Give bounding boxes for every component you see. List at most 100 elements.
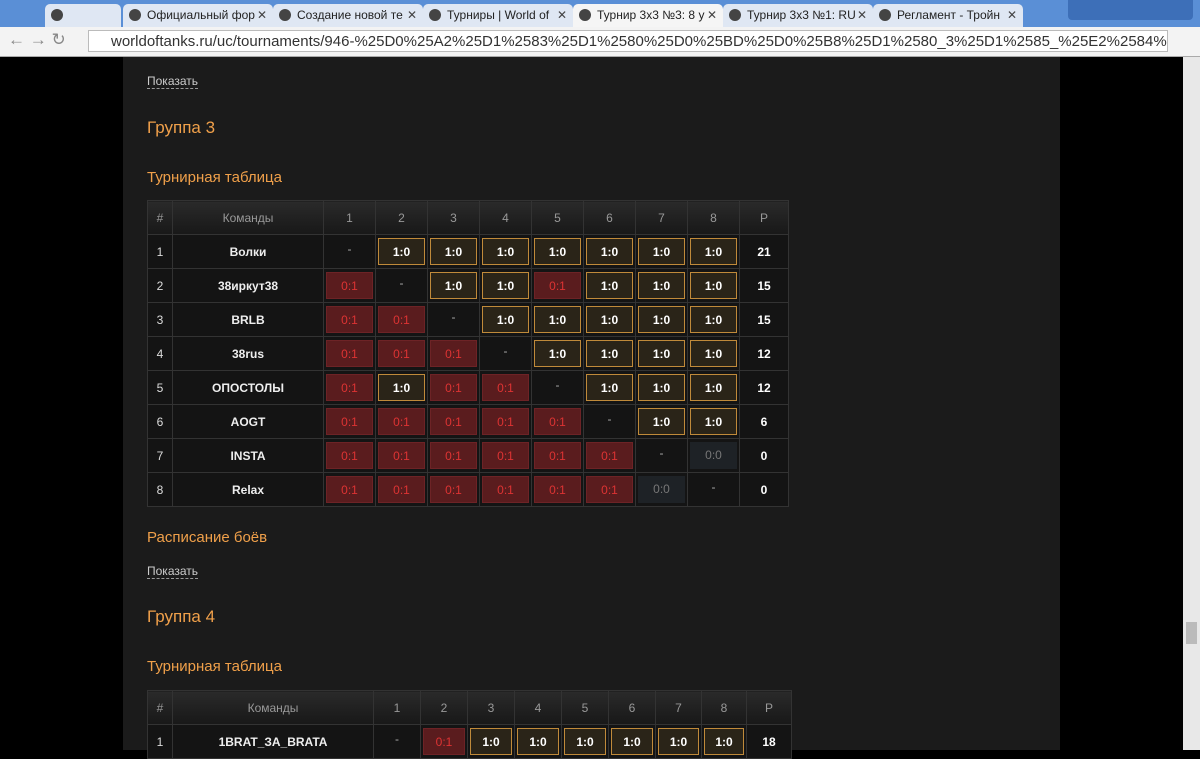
result: 0:1 — [326, 306, 373, 333]
result: 0:1 — [326, 408, 373, 435]
result: 1:0 — [470, 728, 512, 755]
points: 12 — [739, 336, 789, 371]
result-cell: 1:0 — [531, 336, 584, 371]
result-cell: 0:1 — [323, 370, 376, 405]
result-cell: 1:0 — [655, 724, 702, 759]
result: 1:0 — [430, 272, 477, 299]
url-field[interactable]: worldoftanks.ru/uc/tournaments/946-%25D0… — [88, 30, 1168, 52]
schedule-link[interactable]: Показать — [147, 564, 199, 579]
result: 0:1 — [326, 442, 373, 469]
tab-title: Турниры | World of — [447, 8, 550, 22]
tab-close: ✕ — [256, 8, 267, 22]
result-cell: 0:1 — [479, 472, 532, 507]
result: 0:1 — [326, 476, 373, 503]
tab-close: ✕ — [406, 8, 417, 22]
tab-title: Турнир 3х3 №3: 8 у — [597, 8, 705, 22]
tab[interactable]: Официальный фор ✕ — [123, 4, 273, 27]
window-controls[interactable] — [1068, 0, 1193, 20]
result-cell: - — [583, 404, 636, 439]
result-cell: 0:1 — [375, 404, 428, 439]
standings-table: # Команды 1 2 3 4 5 6 7 8 Р 1 1BRAT_ЗА_BRATA -0:1 1:0 1… — [147, 690, 792, 759]
result-cell: 0:0 — [635, 472, 688, 507]
result-cell: 1:0 — [479, 234, 532, 269]
result: - — [659, 445, 664, 460]
tab[interactable]: Создание новой те ✕ — [273, 4, 423, 27]
header-cell: 8 — [687, 200, 740, 235]
result: 1:0 — [482, 306, 529, 333]
header-cell: # — [147, 690, 173, 725]
result: 0:1 — [534, 476, 581, 503]
points: 0 — [739, 438, 789, 473]
result: 1:0 — [534, 238, 581, 265]
header-cell: 4 — [514, 690, 562, 725]
header-cell: 1 — [373, 690, 421, 725]
result-cell: 0:1 — [583, 472, 636, 507]
result: 0:1 — [586, 476, 633, 503]
table-row: 6 AOGT 0:1 0:1 0:1 0:1 0:1-1:0 1:0 6 — [147, 404, 789, 439]
result-cell: 0:1 — [427, 472, 480, 507]
result-cell: 0:1 — [323, 336, 376, 371]
result-cell: 0:1 — [375, 302, 428, 337]
result-cell: 1:0 — [479, 268, 532, 303]
header-cell: Р — [739, 200, 789, 235]
result-cell: 1:0 — [635, 302, 688, 337]
points: 12 — [739, 370, 789, 405]
result: 1:0 — [638, 238, 685, 265]
tab[interactable]: Турниры | World of ✕ — [423, 4, 573, 27]
result-cell: 1:0 — [531, 302, 584, 337]
result: 1:0 — [690, 408, 737, 435]
result: 0:1 — [430, 442, 477, 469]
result: - — [395, 731, 399, 746]
row-number: 7 — [147, 438, 173, 473]
team-name: Relax — [172, 472, 324, 507]
show-link[interactable]: Показать — [147, 74, 199, 89]
group-title: Группа 3 — [147, 118, 216, 137]
result-cell: - — [373, 724, 421, 759]
header-cell: Команды — [172, 690, 374, 725]
table-row: 1 Волки -1:0 1:0 1:0 1:0 1:0 1:0 1:0 21 — [147, 234, 789, 269]
result: 1:0 — [638, 272, 685, 299]
result: - — [503, 343, 508, 358]
result-cell: 1:0 — [561, 724, 609, 759]
result: - — [347, 241, 352, 256]
result-cell: 0:1 — [323, 268, 376, 303]
tab[interactable]: Регламент - Тройн ✕ — [873, 4, 1023, 27]
result-cell: 0:1 — [323, 404, 376, 439]
result: 1:0 — [690, 340, 737, 367]
tab[interactable]: Турнир 3х3 №1: RU ✕ — [723, 4, 873, 27]
result: 0:0 — [690, 442, 737, 469]
tab-close: ✕ — [706, 8, 717, 22]
scrollbar[interactable] — [1183, 57, 1200, 750]
result: 0:1 — [326, 272, 373, 299]
row-number: 4 — [147, 336, 173, 371]
tab-strip: Официальный фор ✕ Создание новой те ✕ Турнир… — [0, 0, 1200, 27]
result: 0:1 — [430, 374, 477, 401]
tab-icon — [129, 9, 141, 21]
header-cell: 5 — [531, 200, 584, 235]
result: 1:0 — [564, 728, 606, 755]
nav-buttons[interactable]: ← → ↻ — [8, 30, 66, 49]
result: 1:0 — [638, 306, 685, 333]
result: 1:0 — [611, 728, 653, 755]
table-row: 7 INSTA 0:1 0:1 0:1 0:1 0:1 0:1-0:0 0 — [147, 438, 789, 473]
result-cell: 0:1 — [479, 404, 532, 439]
result-cell: 1:0 — [635, 268, 688, 303]
tab[interactable] — [45, 4, 121, 27]
tab[interactable]: Турнир 3х3 №3: 8 у ✕ — [573, 4, 723, 27]
header-cell: 8 — [701, 690, 747, 725]
result: 1:0 — [704, 728, 744, 755]
result: 1:0 — [690, 238, 737, 265]
result: 1:0 — [378, 374, 425, 401]
header-cell: 6 — [608, 690, 656, 725]
header-row: # Команды 1 2 3 4 5 6 7 8 Р — [147, 200, 789, 235]
result-cell: 1:0 — [375, 370, 428, 405]
result: 0:1 — [378, 442, 425, 469]
result: 1:0 — [534, 340, 581, 367]
row-number: 6 — [147, 404, 173, 439]
result: 1:0 — [517, 728, 559, 755]
result-cell: 0:1 — [427, 336, 480, 371]
result-cell: 0:1 — [531, 438, 584, 473]
row-number: 8 — [147, 472, 173, 507]
address-bar: ← → ↻ worldoftanks.ru/uc/tournaments/946… — [0, 27, 1200, 57]
result: 1:0 — [482, 272, 529, 299]
